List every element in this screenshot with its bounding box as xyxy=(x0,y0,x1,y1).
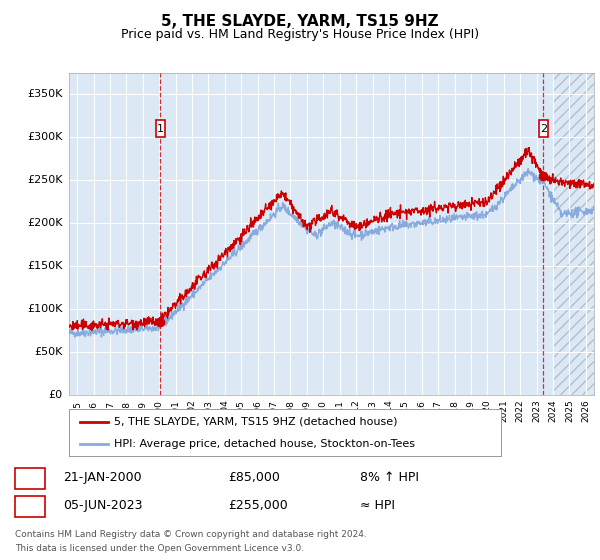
Text: £200K: £200K xyxy=(27,218,63,228)
Text: £0: £0 xyxy=(49,390,63,400)
Text: 1: 1 xyxy=(26,470,34,484)
Text: £150K: £150K xyxy=(28,261,63,271)
Text: £50K: £50K xyxy=(34,347,63,357)
Text: £300K: £300K xyxy=(28,132,63,142)
Text: Contains HM Land Registry data © Crown copyright and database right 2024.: Contains HM Land Registry data © Crown c… xyxy=(15,530,367,539)
Text: 21-JAN-2000: 21-JAN-2000 xyxy=(63,470,142,484)
Text: 5, THE SLAYDE, YARM, TS15 9HZ (detached house): 5, THE SLAYDE, YARM, TS15 9HZ (detached … xyxy=(115,417,398,427)
Text: £255,000: £255,000 xyxy=(228,498,288,512)
Text: £100K: £100K xyxy=(28,304,63,314)
Text: 1: 1 xyxy=(157,124,164,134)
Text: 05-JUN-2023: 05-JUN-2023 xyxy=(63,498,143,512)
FancyBboxPatch shape xyxy=(155,120,164,137)
Text: £350K: £350K xyxy=(28,89,63,99)
Text: Price paid vs. HM Land Registry's House Price Index (HPI): Price paid vs. HM Land Registry's House … xyxy=(121,28,479,41)
Text: 8% ↑ HPI: 8% ↑ HPI xyxy=(360,470,419,484)
Text: HPI: Average price, detached house, Stockton-on-Tees: HPI: Average price, detached house, Stoc… xyxy=(115,438,415,449)
Text: £250K: £250K xyxy=(27,175,63,185)
Text: £85,000: £85,000 xyxy=(228,470,280,484)
Text: This data is licensed under the Open Government Licence v3.0.: This data is licensed under the Open Gov… xyxy=(15,544,304,553)
Text: 5, THE SLAYDE, YARM, TS15 9HZ: 5, THE SLAYDE, YARM, TS15 9HZ xyxy=(161,14,439,29)
Text: 2: 2 xyxy=(540,124,547,134)
FancyBboxPatch shape xyxy=(539,120,548,137)
Text: ≈ HPI: ≈ HPI xyxy=(360,498,395,512)
Text: 2: 2 xyxy=(26,498,34,512)
